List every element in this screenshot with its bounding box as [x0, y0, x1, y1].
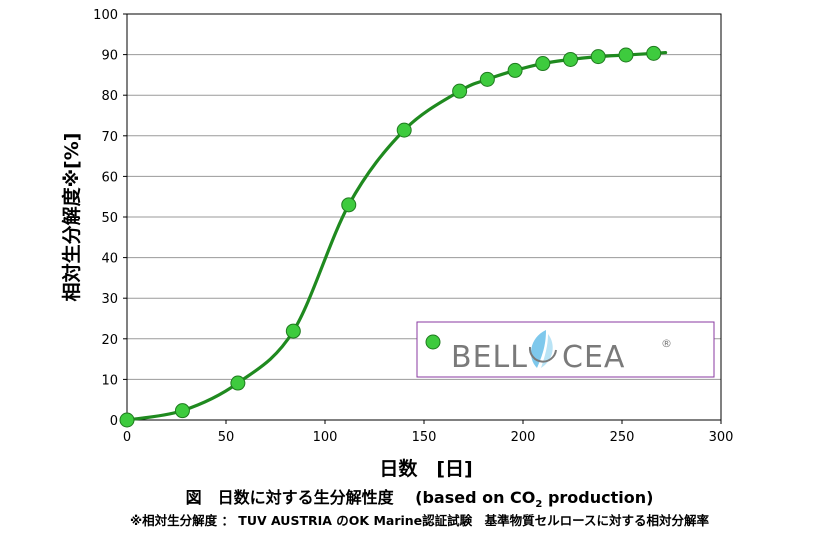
- data-point-8: [507, 62, 523, 78]
- svg-text:BELL: BELL: [451, 340, 528, 375]
- series-line-0: [125, 50, 668, 422]
- x-tick-label-300: 300: [709, 430, 734, 445]
- legend-entry-bellocea: BELL CEA ®: [451, 330, 672, 375]
- caption-title-suffix: production): [542, 488, 654, 507]
- y-tick-label-80: 80: [101, 89, 118, 104]
- tick-labels: 0 10 20 30 40 50 60 70 80 90 100 0 50 100 150 200 250 300: [93, 8, 733, 445]
- y-axis-title: 相対生分解度※[%]: [60, 133, 83, 302]
- data-point-10: [563, 51, 579, 67]
- data-point-12: [618, 47, 634, 63]
- data-point-6: [452, 83, 468, 99]
- x-tick-label-250: 250: [610, 430, 635, 445]
- x-axis-title: 日数 [日]: [379, 457, 472, 480]
- y-tick-label-70: 70: [101, 130, 118, 145]
- legend: BELL CEA ®: [416, 321, 715, 378]
- y-tick-label-100: 100: [93, 8, 118, 23]
- y-tick-label-20: 20: [101, 333, 118, 348]
- data-point-1: [174, 403, 190, 419]
- legend-box: [416, 321, 715, 378]
- biodegradation-chart: 0 10 20 30 40 50 60 70 80 90 100 0 50 100 150 200 250 300…: [60, 8, 733, 480]
- y-tick-label-30: 30: [101, 292, 118, 307]
- figure-caption: 図 日数に対する生分解性度 (based on CO2 production): [0, 484, 839, 510]
- footnote: ※相対生分解度 ： TUV AUSTRIA のOK Marine認証試験 基準物…: [129, 513, 710, 528]
- fit-curve: [125, 50, 668, 422]
- data-point-3: [285, 323, 301, 339]
- y-tick-label-40: 40: [101, 252, 118, 267]
- data-point-9: [535, 56, 551, 72]
- x-tick-label-50: 50: [218, 430, 235, 445]
- data-points: [119, 45, 662, 428]
- y-tick-label-10: 10: [101, 373, 118, 388]
- x-tick-label-150: 150: [412, 430, 437, 445]
- data-point-5: [396, 122, 412, 138]
- data-point-13: [646, 45, 662, 61]
- svg-text:CEA: CEA: [562, 340, 625, 375]
- plot-area-border: [126, 13, 722, 421]
- legend-marker: [425, 334, 441, 350]
- data-point-4: [341, 197, 357, 213]
- registered-mark: ®: [661, 337, 672, 350]
- caption-co2-subscript: 2: [535, 499, 543, 511]
- y-tick-label-90: 90: [101, 49, 118, 64]
- y-tick-label-60: 60: [101, 170, 118, 185]
- y-tick-label-50: 50: [101, 211, 118, 226]
- x-tick-label-200: 200: [511, 430, 536, 445]
- caption-title-prefix: 図 日数に対する生分解性度 (based on CO: [185, 488, 536, 507]
- x-tick-label-100: 100: [313, 430, 338, 445]
- data-point-0: [119, 412, 135, 428]
- data-point-11: [590, 49, 606, 65]
- legend-o-letter: [528, 346, 557, 363]
- data-point-7: [479, 71, 495, 87]
- x-tick-label-0: 0: [123, 430, 131, 445]
- data-point-2: [230, 375, 246, 391]
- y-tick-label-0: 0: [110, 414, 118, 429]
